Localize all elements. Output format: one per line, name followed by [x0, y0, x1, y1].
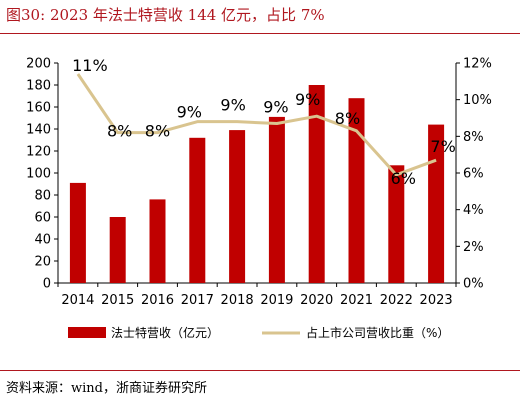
share-data-label: 9%	[220, 96, 245, 115]
left-axis-tick-label: 60	[34, 211, 51, 226]
share-data-label: 8%	[107, 122, 132, 141]
share-data-label: 9%	[263, 98, 288, 117]
x-axis-tick-label: 2018	[221, 293, 254, 308]
x-axis-tick-label: 2015	[101, 293, 134, 308]
left-axis-tick-label: 100	[26, 167, 51, 182]
share-data-label: 9%	[295, 90, 320, 109]
x-axis-tick-label: 2017	[181, 293, 214, 308]
left-axis-tick-label: 180	[26, 79, 51, 94]
figure-title: 图30: 2023 年法士特营收 144 亿元，占比 7%	[6, 4, 325, 25]
left-axis-tick-label: 20	[34, 255, 51, 270]
bar-2017	[189, 137, 206, 283]
x-axis-tick-label: 2023	[420, 293, 453, 308]
x-axis-tick-label: 2020	[300, 293, 333, 308]
bar-2018	[229, 130, 246, 283]
right-axis-tick-label: 10%	[463, 93, 492, 108]
left-axis-tick-label: 80	[34, 189, 51, 204]
legend-swatch-revenue	[68, 327, 106, 338]
share-line	[76, 73, 437, 177]
right-axis-tick-label: 2%	[463, 240, 484, 255]
x-axis-tick-label: 2014	[61, 293, 94, 308]
x-axis-tick-label: 2019	[260, 293, 293, 308]
x-axis-tick-label: 2021	[340, 293, 373, 308]
share-data-label: 8%	[335, 109, 360, 128]
right-axis-tick-label: 8%	[463, 130, 484, 145]
share-data-label: 9%	[177, 103, 202, 122]
x-axis-tick-label: 2022	[380, 293, 413, 308]
right-axis-tick-label: 12%	[463, 57, 492, 72]
right-axis-tick-label: 0%	[463, 277, 484, 292]
share-data-label: 6%	[391, 169, 416, 188]
bar-2022	[388, 165, 405, 283]
revenue-share-chart: 0 20 40 60 80 100 120 140 160 180 200 0% 2% 4% 6% 8% 10%…	[26, 56, 492, 340]
share-data-label: 7%	[430, 137, 455, 156]
title-divider	[0, 33, 520, 34]
bar-2016	[149, 199, 166, 283]
left-axis-tick-label: 40	[34, 233, 51, 248]
left-axis-tick-label: 200	[26, 57, 51, 72]
figure-title-text: 2023 年法士特营收 144 亿元，占比 7%	[49, 6, 325, 24]
footer-divider	[0, 370, 520, 371]
bar-2021	[348, 98, 365, 283]
bar-2020	[308, 85, 325, 283]
bar-2014	[69, 182, 86, 283]
right-axis-tick-label: 4%	[463, 203, 484, 218]
left-axis-tick-label: 0	[43, 277, 51, 292]
share-data-label: 8%	[145, 122, 170, 141]
share-data-label: 11%	[72, 56, 108, 75]
bar-2019	[268, 116, 285, 284]
x-axis-tick-label: 2016	[141, 293, 174, 308]
bar-2023	[428, 124, 445, 283]
left-axis-tick-label: 140	[26, 123, 51, 138]
legend-label-revenue: 法士特营收（亿元）	[111, 325, 219, 340]
bar-2015	[109, 217, 126, 283]
source-note: 资料来源：wind，浙商证券研究所	[6, 381, 207, 396]
right-axis-tick-label: 6%	[463, 167, 484, 182]
left-axis-tick-label: 120	[26, 145, 51, 160]
left-axis-tick-label: 160	[26, 101, 51, 116]
figure-label: 图30:	[6, 6, 46, 24]
legend-label-share: 占上市公司营收比重（%）	[306, 325, 449, 340]
